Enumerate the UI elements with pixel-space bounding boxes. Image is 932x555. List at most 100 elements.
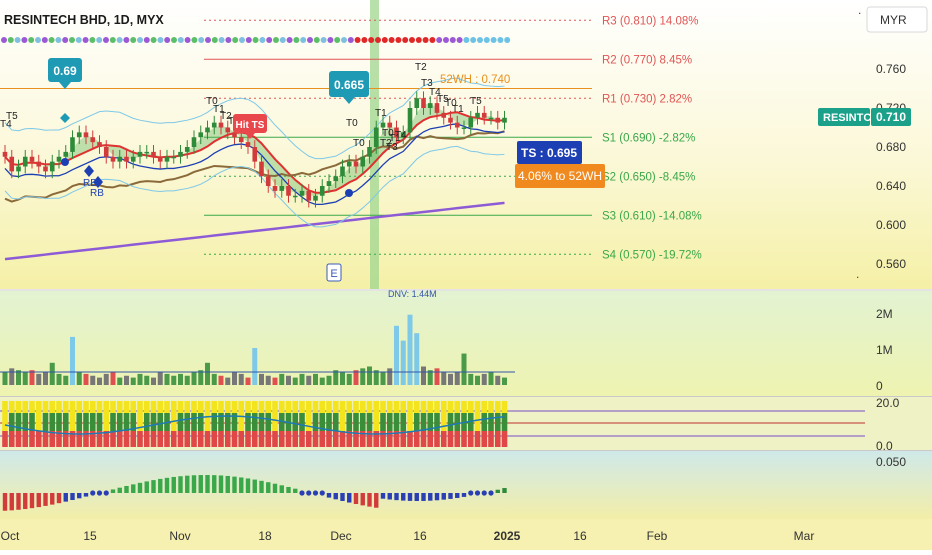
step-label: T3 [386, 142, 398, 153]
oscillator-bar-bottom [177, 431, 184, 447]
oscillator-bar-mid [299, 413, 305, 431]
volume-bar [286, 375, 291, 385]
momentum-dot [468, 490, 474, 496]
volume-bar [232, 372, 237, 385]
time-axis[interactable]: Oct 15 Nov 18 Dec 16 2025 16 Feb Mar [1, 529, 815, 543]
oscillator-bar-bottom [62, 431, 69, 447]
oscillator-bar-top [22, 401, 29, 413]
price-axis[interactable]: 0.760 0.720 0.680 0.640 0.600 0.560 [876, 62, 906, 271]
volume-bar [481, 373, 487, 385]
volume-bar [353, 370, 359, 385]
momentum-bar [367, 493, 372, 507]
volume-bar [144, 375, 150, 385]
oscillator-bar-bottom [373, 431, 380, 447]
volume-bar [292, 377, 298, 385]
candle-body [110, 156, 116, 162]
signal-dot [82, 37, 89, 43]
momentum-bar [414, 493, 419, 501]
signal-dot [69, 37, 75, 43]
oscillator-bar-top [305, 401, 312, 413]
candle-body [49, 161, 55, 172]
volume-bar [151, 377, 156, 385]
candle-body [502, 117, 507, 123]
signal-dot [504, 37, 511, 43]
oscillator-bar-mid [197, 413, 204, 431]
oscillator-tick: 20.0 [876, 396, 900, 410]
volume-bar [454, 372, 460, 385]
oscillator-bar-top [400, 401, 407, 413]
oscillator-bar-mid [191, 413, 197, 431]
oscillator-bar-mid [305, 413, 312, 431]
pivot-label: R3 (0.810) 14.08% [602, 15, 699, 27]
oscillator-bar-mid [359, 413, 366, 431]
candle-body [43, 166, 48, 172]
candle-body [205, 127, 210, 133]
step-label: T1 [389, 133, 401, 144]
signal-dot [177, 37, 184, 43]
oscillator-bar-mid [339, 413, 346, 431]
signal-dot [456, 37, 463, 43]
momentum-bar [185, 475, 190, 493]
oscillator-bar-mid [150, 413, 157, 431]
oscillator-bar-mid [8, 413, 15, 431]
oscillator-bar-top [292, 401, 299, 413]
oscillator-bar-mid [501, 413, 508, 431]
oscillator-bar-top [386, 401, 393, 413]
oscillator-bar-mid [96, 413, 103, 431]
momentum-dot [306, 490, 312, 496]
volume-bar [252, 348, 258, 385]
candle-body [76, 132, 82, 138]
oscillator-bar-mid [177, 413, 184, 431]
candle-body [394, 127, 399, 138]
trailing-stop-text: TS : 0.695 [521, 146, 577, 160]
volume-tick: 2M [876, 307, 893, 321]
oscillator-bar-mid [224, 413, 231, 431]
signal-dot [164, 37, 171, 43]
oscillator-bar-top [224, 401, 231, 413]
oscillator-bar-mid [143, 413, 150, 431]
oscillator-bar-top [420, 401, 427, 413]
oscillator-bar-top [150, 401, 157, 413]
signal-dot [422, 37, 429, 43]
oscillator-bar-bottom [359, 431, 366, 447]
signal-dot [443, 37, 449, 43]
candle-body [481, 112, 487, 118]
rb-diamond [84, 165, 94, 177]
volume-bar [225, 377, 231, 385]
oscillator-bar-bottom [353, 431, 359, 447]
oscillator-bar-mid [69, 413, 76, 431]
volume-bar [319, 377, 325, 385]
oscillator-bar-mid [103, 413, 110, 431]
signal-dot [266, 37, 273, 43]
candle-body [326, 181, 332, 186]
momentum-bar [239, 477, 244, 493]
currency-button[interactable]: MYR [866, 6, 928, 33]
volume-bar [49, 362, 55, 385]
pivot-label: S1 (0.690) -2.82% [602, 132, 695, 144]
momentum-bar [70, 493, 75, 501]
oscillator-bar-top [231, 401, 238, 413]
momentum-bar [252, 479, 257, 493]
momentum-bar [286, 486, 291, 493]
event-marker[interactable]: E [326, 263, 342, 282]
oscillator-bar-bottom [278, 431, 285, 447]
oscillator-bar-top [481, 401, 488, 413]
candle-body [400, 132, 406, 138]
oscillator-bar-top [69, 401, 76, 413]
volume-tick: 0 [876, 379, 883, 393]
signal-dot [171, 37, 177, 43]
signal-dot [477, 37, 483, 43]
momentum-bar [245, 478, 251, 493]
oscillator-bar-mid [434, 413, 440, 431]
oscillator-bar-top [474, 401, 481, 413]
oscillator-bar-bottom [407, 431, 413, 447]
oscillator-bar-mid [251, 413, 258, 431]
momentum-bar [434, 493, 440, 501]
candle-body [252, 147, 258, 162]
oscillator-bar-mid [211, 413, 218, 431]
oscillator-bar-bottom [258, 431, 265, 447]
candle-body [353, 161, 359, 167]
momentum-bar [407, 493, 413, 501]
oscillator-bar-bottom [251, 431, 258, 447]
